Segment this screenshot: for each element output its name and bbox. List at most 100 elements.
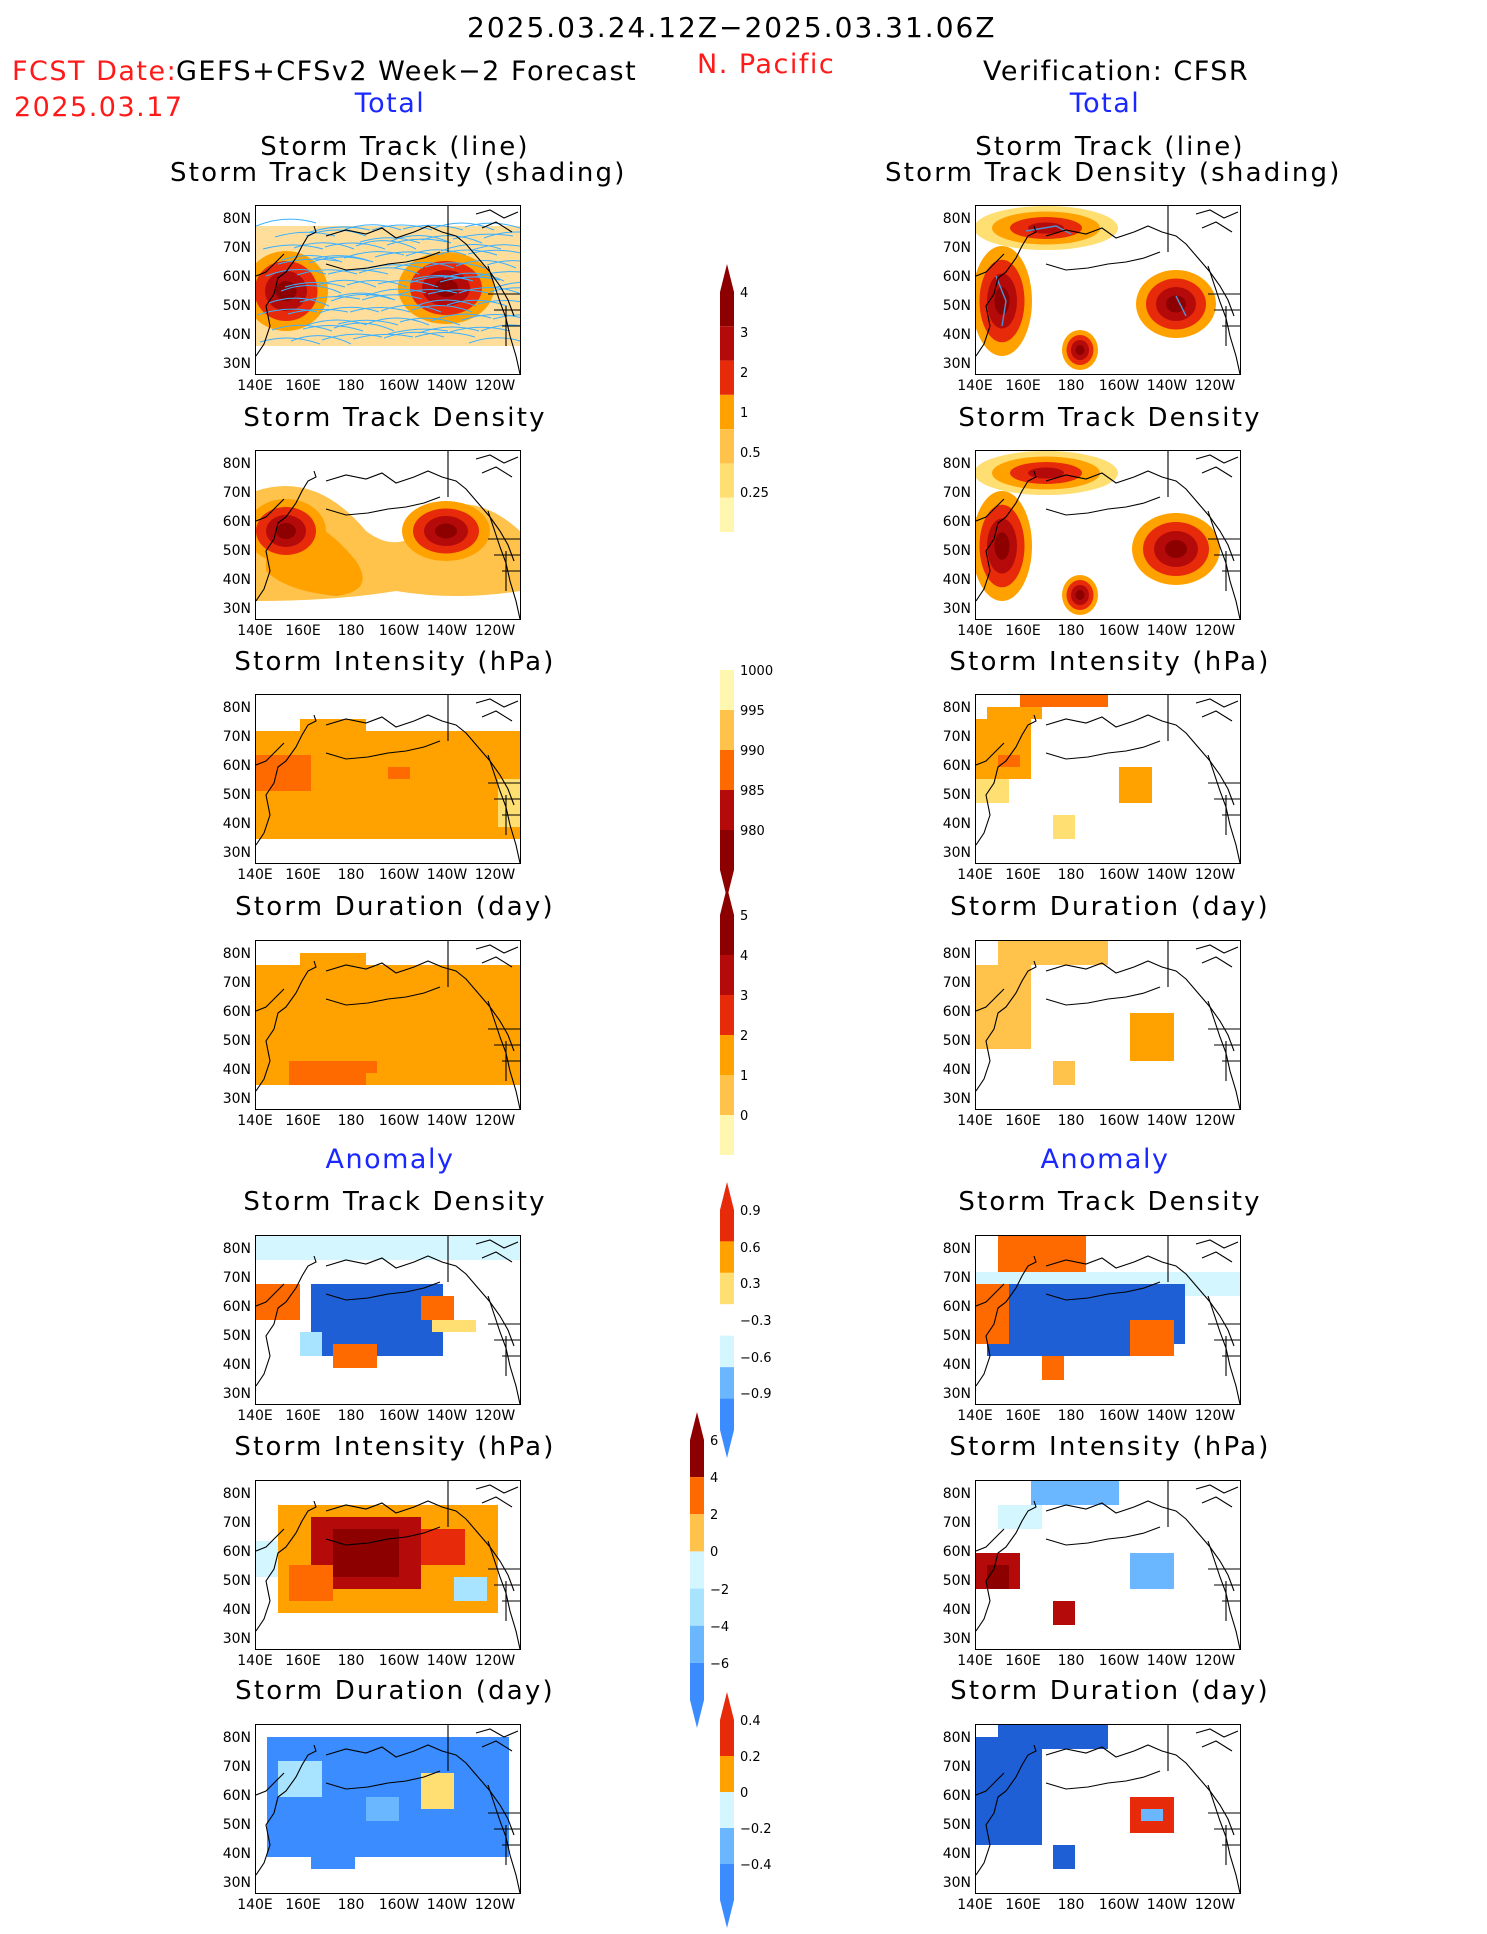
lon-tick-label: 120W [1194, 867, 1236, 883]
storm-track-line [256, 308, 318, 316]
lat-tick-label: 70N [222, 240, 251, 256]
colorbar-label: 990 [740, 744, 765, 759]
storm-track-line [371, 224, 433, 231]
storm-track-line [464, 222, 520, 229]
lon-tick-label: 140W [1146, 1653, 1188, 1669]
title-anom-intensity-left: Storm Intensity (hPa) [234, 1432, 556, 1462]
lat-tick-label: 60N [942, 1788, 971, 1804]
na-coast [1207, 1540, 1240, 1649]
aleutian-chain [1045, 496, 1161, 516]
grid-cell [256, 1541, 278, 1577]
colorbar-segment [720, 1304, 734, 1336]
grid-cell [987, 707, 1042, 719]
storm-track-line [440, 244, 502, 252]
coastline [256, 451, 520, 619]
lat-tick-label: 60N [222, 758, 251, 774]
arctic-islands [1195, 944, 1239, 968]
lon-tick-label: 160W [1098, 1113, 1140, 1129]
grid-cell [1141, 1809, 1163, 1821]
lon-tick-label: 140E [957, 1113, 993, 1129]
title-density-left: Storm Track Density [243, 403, 547, 433]
storm-track-line [387, 328, 449, 335]
lat-tick-label: 40N [942, 1062, 971, 1078]
lon-tick-label: 140W [426, 1897, 468, 1913]
title-anom-density-right: Storm Track Density [958, 1187, 1262, 1217]
lat-tick-label: 30N [942, 601, 971, 617]
map-anom-intensity-right [975, 1480, 1241, 1650]
map-svg [976, 206, 1240, 374]
lon-tick-label: 180 [337, 1113, 365, 1129]
lon-tick-label: 140E [237, 378, 273, 394]
grid-cell [333, 1529, 399, 1577]
storm-track-line [374, 251, 436, 258]
alaska-coast [1045, 714, 1235, 806]
lat-tick-label: 80N [942, 211, 971, 227]
lon-tick-label: 180 [1057, 623, 1085, 639]
lat-tick-label: 60N [942, 514, 971, 530]
colorbar-segment [690, 1625, 704, 1663]
lon-tick-label: 160W [1098, 867, 1140, 883]
lon-tick-label: 140W [426, 1408, 468, 1424]
grid-cell [987, 1344, 1163, 1356]
arctic-islands [475, 454, 519, 478]
lat-tick-label: 80N [942, 1241, 971, 1257]
colorbar-segment [690, 1551, 704, 1589]
title-density-right: Storm Track Density [958, 403, 1262, 433]
boundaries [1167, 695, 1240, 835]
lon-tick-label: 120W [1194, 1408, 1236, 1424]
alaska-coast [325, 1255, 515, 1347]
title-track-shading-right: Storm Track Density (shading) [885, 158, 1342, 188]
grid-cell [976, 779, 1009, 803]
colorbar-segment [720, 497, 734, 532]
lat-tick-label: 60N [222, 1004, 251, 1020]
grid-cell [1130, 1320, 1174, 1356]
lon-tick-label: 160W [1098, 378, 1140, 394]
map-anom-intensity-left [255, 1480, 521, 1650]
grid-cell [998, 1236, 1086, 1272]
forecast-name: GEFS+CFSv2 Week−2 Forecast [176, 56, 638, 87]
asia-coast [256, 960, 317, 1092]
lon-tick-label: 140E [957, 623, 993, 639]
storm-track-line [449, 326, 511, 333]
map-duration-left [255, 940, 521, 1110]
storm-track-line [321, 333, 383, 341]
section-total-left: Total [354, 88, 426, 119]
storm-track-line [396, 289, 458, 296]
colorbar-label: 0.3 [740, 1277, 761, 1293]
lat-tick-label: 60N [222, 1299, 251, 1315]
lon-tick-label: 160E [285, 867, 321, 883]
grid-cell [976, 719, 1031, 779]
lon-tick-label: 120W [474, 1408, 516, 1424]
lat-tick-label: 30N [222, 845, 251, 861]
colorbar-label: −0.3 [740, 1314, 772, 1329]
colorbar-segment [720, 1035, 734, 1075]
lon-tick-label: 140E [957, 1653, 993, 1669]
colorbar-segment [720, 292, 734, 327]
colorbar-arrow [720, 1182, 734, 1210]
map-anom-density-left [255, 1235, 521, 1405]
lon-tick-label: 160E [1005, 1113, 1041, 1129]
lat-tick-label: 70N [222, 1270, 251, 1286]
colorbar-segment [720, 1335, 734, 1368]
colorbar-segment [720, 955, 734, 995]
coastline [256, 206, 520, 374]
lat-tick-label: 80N [222, 1486, 251, 1502]
grid-cell [1031, 1481, 1119, 1505]
boundaries [1167, 1725, 1240, 1865]
lon-tick-label: 180 [337, 623, 365, 639]
map-svg [256, 1725, 520, 1893]
lat-tick-label: 50N [942, 1573, 971, 1589]
map-anom-duration-right [975, 1724, 1241, 1894]
lat-tick-label: 30N [222, 356, 251, 372]
lon-tick-label: 140W [1146, 1408, 1188, 1424]
asia-coast [256, 1744, 317, 1876]
lon-tick-label: 160E [285, 378, 321, 394]
asia-coast [976, 225, 1037, 357]
aleutian-chain [1045, 1526, 1161, 1546]
colorbar-label: 4 [740, 286, 749, 301]
boundaries [447, 941, 520, 1081]
density-contour [435, 523, 457, 539]
storm-track-line [280, 285, 342, 294]
colorbar-segment [720, 463, 734, 498]
na-coast [1207, 754, 1240, 863]
